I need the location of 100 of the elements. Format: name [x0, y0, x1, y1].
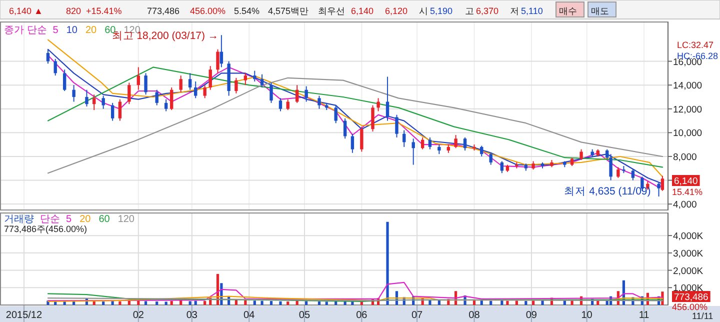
legend-title: 종가 단순	[4, 25, 47, 36]
x-tick-label: 06	[356, 310, 368, 321]
text: 시	[419, 6, 428, 16]
candlestick	[46, 48, 50, 64]
candlestick	[270, 82, 273, 104]
text: 6,140	[674, 176, 698, 187]
y-tick-label: 4,000K	[673, 231, 704, 242]
series-label: 5	[52, 25, 59, 36]
legend-title: 단순	[40, 214, 60, 225]
candlestick	[295, 84, 299, 104]
candlestick	[438, 144, 441, 155]
text: HC:-66.28	[677, 51, 718, 61]
bar	[524, 301, 528, 305]
candlestick	[371, 104, 374, 132]
candlestick	[318, 95, 321, 110]
bar	[102, 302, 105, 305]
candlestick	[220, 34, 224, 68]
text: 20	[80, 214, 92, 225]
candlestick	[304, 86, 308, 102]
bar	[118, 301, 122, 305]
bar	[334, 301, 338, 305]
candlestick	[244, 72, 248, 86]
bar	[204, 301, 206, 305]
candlestick	[260, 74, 264, 88]
candlestick	[334, 104, 338, 124]
candlestick	[463, 136, 467, 152]
bar	[188, 301, 192, 305]
bar	[164, 302, 168, 305]
candlestick	[420, 136, 424, 150]
x-tick-label: 03	[186, 310, 198, 321]
candlestick	[203, 84, 206, 99]
bar	[156, 302, 158, 305]
text: 4,575백만	[268, 6, 309, 16]
text: LC:32.47	[677, 40, 714, 50]
text: 456.00%	[672, 302, 708, 312]
candlestick	[412, 138, 415, 166]
candlestick	[92, 94, 96, 111]
text: 15.41%	[672, 187, 703, 197]
candlestick	[609, 154, 612, 181]
candlestick	[278, 98, 282, 112]
bar	[438, 300, 440, 305]
bar	[170, 301, 173, 305]
x-tick-label: 04	[244, 310, 256, 321]
candlestick	[480, 145, 484, 157]
candlestick	[72, 84, 76, 102]
x-tick-label: 11	[638, 310, 650, 321]
candlestick	[500, 160, 504, 174]
candlestick	[164, 98, 168, 112]
bar	[144, 301, 148, 305]
candlestick	[489, 152, 492, 166]
text: 6,140	[351, 6, 374, 16]
text: 5	[66, 214, 72, 225]
bar	[111, 301, 114, 305]
candlestick	[402, 130, 406, 148]
y-tick-label: 10,000	[673, 128, 702, 140]
candlestick	[234, 77, 238, 94]
text: 773,486	[147, 6, 180, 16]
bar	[480, 300, 483, 305]
candlestick	[155, 89, 158, 106]
bar	[428, 300, 432, 305]
x-tick-label: 08	[468, 310, 480, 321]
candlestick	[102, 95, 105, 110]
text: 최우선	[318, 6, 345, 16]
candlestick	[118, 98, 122, 122]
text: 820	[66, 6, 82, 16]
text: 11/11	[692, 311, 714, 321]
line-series	[47, 66, 664, 168]
bar	[279, 301, 282, 305]
text: 고	[465, 6, 474, 16]
candlestick	[54, 58, 57, 76]
candlestick	[179, 75, 182, 93]
text: 거래량	[4, 214, 34, 225]
bar	[515, 300, 518, 305]
candlestick	[386, 76, 390, 122]
text: 매도	[591, 6, 609, 16]
candlestick	[343, 118, 347, 140]
bar	[253, 300, 256, 305]
x-tick-label: 05	[298, 310, 310, 321]
candlestick	[616, 166, 620, 178]
annotation: 773,486주(456.00%)	[4, 224, 88, 234]
text: 120	[118, 214, 135, 225]
bar	[194, 300, 197, 305]
bar	[260, 300, 264, 305]
text: 10	[66, 25, 78, 36]
candlestick	[286, 98, 290, 111]
bar	[305, 301, 308, 305]
candlestick	[85, 89, 88, 107]
text: 5,110	[521, 6, 543, 16]
y-tick-label: 4,000	[673, 200, 697, 211]
text: 6,120	[385, 6, 408, 16]
candlestick	[188, 72, 192, 90]
y-tick-label: 12,000	[673, 104, 702, 116]
candlestick	[657, 182, 660, 197]
candlestick	[216, 48, 220, 74]
x-tick-label: 07	[411, 310, 424, 321]
x-tick-label: 10	[581, 310, 593, 321]
candlestick	[208, 66, 212, 90]
y-tick-label: 14,000	[673, 80, 702, 92]
text: +15.41%	[86, 6, 122, 16]
text: 773,486	[674, 292, 708, 303]
